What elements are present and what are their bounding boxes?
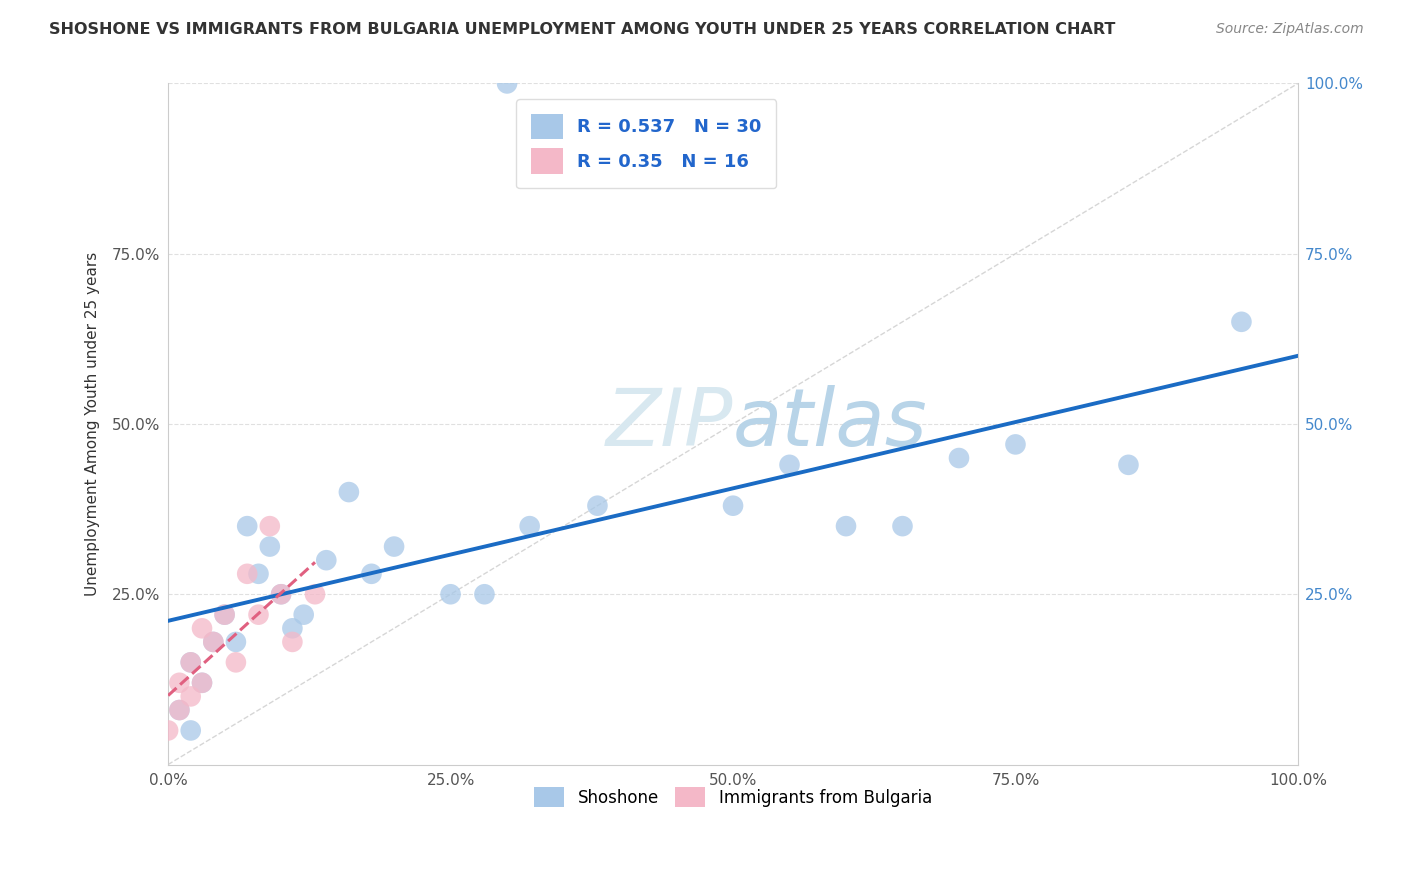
Point [891,519,914,533]
Point [360,566,382,581]
Point [281,621,304,635]
Point [835,519,858,533]
Point [169,675,191,690]
Point [247,566,270,581]
Text: atlas: atlas [733,385,928,463]
Point [721,499,744,513]
Point [281,635,304,649]
Point [519,519,541,533]
Point [180,656,202,670]
Point [292,607,315,622]
Point [948,450,970,465]
Point [779,458,801,472]
Legend: Shoshone, Immigrants from Bulgaria: Shoshone, Immigrants from Bulgaria [527,780,939,814]
Point [202,635,225,649]
Point [191,675,214,690]
Point [496,77,519,91]
Point [225,656,247,670]
Point [225,635,247,649]
Text: ZIP: ZIP [606,385,733,463]
Point [214,607,236,622]
Point [259,540,281,554]
Point [1118,458,1140,472]
Text: Source: ZipAtlas.com: Source: ZipAtlas.com [1216,22,1364,37]
Point [214,607,236,622]
Point [169,703,191,717]
Point [180,656,202,670]
Text: SHOSHONE VS IMMIGRANTS FROM BULGARIA UNEMPLOYMENT AMONG YOUTH UNDER 25 YEARS COR: SHOSHONE VS IMMIGRANTS FROM BULGARIA UNE… [49,22,1115,37]
Point [439,587,461,601]
Point [586,499,609,513]
Point [180,690,202,704]
Point [337,485,360,500]
Point [304,587,326,601]
Point [236,566,259,581]
Point [236,519,259,533]
Point [180,723,202,738]
Point [315,553,337,567]
Point [259,519,281,533]
Point [270,587,292,601]
Point [191,675,214,690]
Point [202,635,225,649]
Point [191,621,214,635]
Point [270,587,292,601]
Point [382,540,405,554]
Point [474,587,496,601]
Point [247,607,270,622]
Y-axis label: Unemployment Among Youth under 25 years: Unemployment Among Youth under 25 years [86,252,100,596]
Point [169,703,191,717]
Point [157,723,180,738]
Point [1004,437,1026,451]
Point [1230,315,1253,329]
